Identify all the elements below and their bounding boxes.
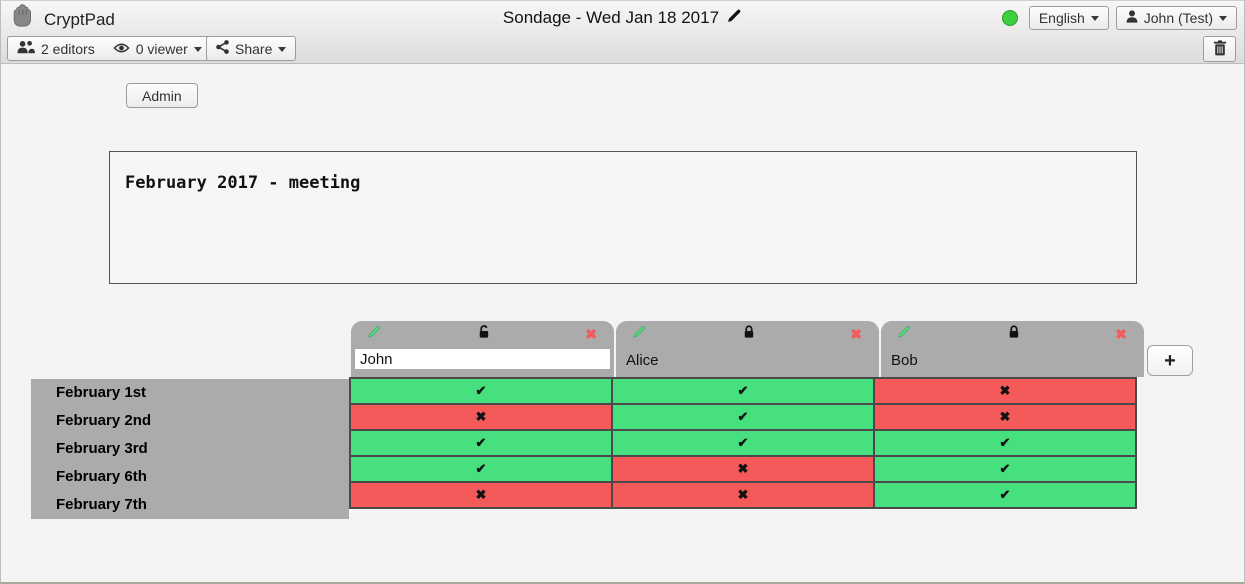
lock-icon[interactable] <box>1006 324 1021 344</box>
edit-title-pencil-icon[interactable] <box>727 8 742 28</box>
poll-vote-cell[interactable]: ✔ <box>349 377 613 405</box>
trash-icon <box>1213 39 1227 59</box>
document-title[interactable]: Sondage - Wed Jan 18 2017 <box>502 7 720 27</box>
connection-status-indicator <box>1001 10 1018 26</box>
poll-description-textarea[interactable]: February 2017 - meeting <box>109 151 1137 284</box>
cryptpad-brand[interactable]: CryptPad <box>9 3 115 36</box>
column-controls: ✖ <box>881 321 1144 347</box>
user-dropdown[interactable]: John (Test) <box>1115 6 1237 30</box>
poll-vote-cell[interactable]: ✖ <box>349 403 613 431</box>
column-name-label: Bob <box>891 352 918 369</box>
users-icon <box>17 40 35 57</box>
poll-vote-cell[interactable]: ✔ <box>873 429 1137 457</box>
poll-vote-cell[interactable]: ✖ <box>611 455 875 483</box>
share-icon <box>216 40 229 57</box>
poll-vote-cell[interactable]: ✔ <box>873 455 1137 483</box>
language-label: English <box>1038 10 1085 26</box>
toolbar: CryptPad Sondage - Wed Jan 18 2017 Engli… <box>1 1 1244 64</box>
column-name-input[interactable] <box>354 348 611 370</box>
poll-vote-cell[interactable]: ✔ <box>349 455 613 483</box>
share-button[interactable]: Share <box>206 36 297 61</box>
column-controls: ✖ <box>351 321 614 347</box>
poll-vote-cell[interactable]: ✔ <box>873 481 1137 509</box>
poll-column-bob: ✖ Bob <box>881 321 1144 377</box>
trash-button[interactable] <box>1203 36 1236 62</box>
add-column-button[interactable]: + <box>1147 345 1193 376</box>
app-name: CryptPad <box>44 9 115 29</box>
share-label: Share <box>235 40 273 57</box>
poll-vote-cell[interactable]: ✔ <box>611 403 875 431</box>
unlock-icon[interactable] <box>476 324 491 344</box>
poll-option-label: February 6th <box>56 468 147 485</box>
poll-vote-cell[interactable]: ✖ <box>611 481 875 509</box>
poll-option-label: February 7th <box>56 496 147 513</box>
column-controls: ✖ <box>616 321 879 347</box>
document-title-bar: Sondage - Wed Jan 18 2017 <box>1 1 1244 34</box>
language-dropdown[interactable]: English <box>1028 6 1109 30</box>
poll-column-alice: ✖ Alice <box>616 321 879 377</box>
editors-count-label: 2 editors <box>41 40 95 57</box>
poll-vote-cell[interactable]: ✖ <box>873 377 1137 405</box>
eye-icon <box>113 41 130 57</box>
cryptpad-fist-logo-icon <box>9 3 35 36</box>
remove-column-icon[interactable]: ✖ <box>850 326 862 342</box>
chevron-down-icon <box>1219 16 1227 25</box>
toolbar-bottom-row: 2 editors 0 viewer <box>1 34 1244 64</box>
edit-column-pencil-icon[interactable] <box>898 325 911 343</box>
poll-option-labels: February 1st February 2nd February 3rd Febr… <box>31 379 349 519</box>
toolbar-top-row: CryptPad Sondage - Wed Jan 18 2017 Engli… <box>1 1 1244 34</box>
viewers-count-label: 0 viewer <box>135 40 188 57</box>
remove-column-icon[interactable]: ✖ <box>1115 326 1127 342</box>
poll-option-label: February 2nd <box>56 412 152 429</box>
toolbar-right-area: English John (Test) <box>1001 6 1237 30</box>
edit-column-pencil-icon[interactable] <box>368 325 381 343</box>
editors-viewers-dropdown[interactable]: 2 editors 0 viewer <box>7 36 212 61</box>
poll-vote-cell[interactable]: ✔ <box>611 429 875 457</box>
poll-vote-cell[interactable]: ✔ <box>349 429 613 457</box>
admin-button[interactable]: Admin <box>126 83 198 108</box>
poll-vote-cell[interactable]: ✖ <box>873 403 1137 431</box>
chevron-down-icon <box>278 46 287 56</box>
edit-column-pencil-icon[interactable] <box>633 325 646 343</box>
poll-option-label: February 1st <box>56 384 147 401</box>
chevron-down-icon <box>193 46 202 56</box>
poll-vote-cell[interactable]: ✔ <box>611 377 875 405</box>
chevron-down-icon <box>1090 16 1099 25</box>
poll-vote-grid: ✔ ✔ ✖ ✖ ✔ ✖ ✔ ✔ ✔ ✔ ✖ ✔ ✖ ✖ ✔ <box>349 377 1137 509</box>
poll-vote-cell[interactable]: ✖ <box>349 481 613 509</box>
user-icon <box>1126 10 1138 26</box>
poll-option-label: February 3rd <box>56 440 148 457</box>
poll-column-john: ✖ <box>351 321 614 377</box>
column-name-label: Alice <box>626 352 659 369</box>
remove-column-icon[interactable]: ✖ <box>585 326 597 342</box>
user-label: John (Test) <box>1143 10 1213 26</box>
lock-icon[interactable] <box>741 324 756 344</box>
